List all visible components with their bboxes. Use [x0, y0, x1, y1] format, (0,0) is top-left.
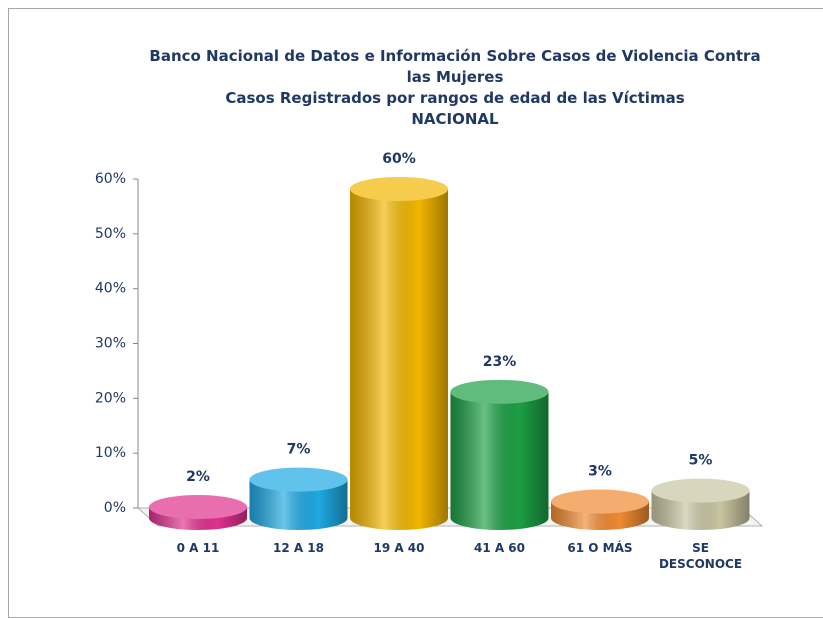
y-tick-label: 40%	[95, 281, 126, 297]
x-tick-label: 41 A 60	[473, 541, 526, 555]
bar-part	[450, 379, 549, 404]
bar-part	[249, 479, 348, 530]
data-label: 2%	[186, 469, 210, 485]
y-tick-label: 30%	[95, 336, 126, 352]
bar-part	[551, 489, 649, 514]
bar-part	[651, 478, 750, 503]
y-tick-label: 10%	[95, 445, 126, 461]
chart-title: Banco Nacional de Datos e Información So…	[140, 46, 770, 130]
bar-part	[450, 391, 549, 530]
bar-part	[249, 467, 348, 492]
bar-part	[149, 495, 247, 520]
y-tick-label: 0%	[104, 500, 126, 516]
data-label: 7%	[287, 442, 311, 458]
y-tick-label: 60%	[95, 171, 126, 187]
x-tick-label: 12 A 18	[272, 541, 325, 555]
bar-part	[350, 177, 448, 201]
title-line: Casos Registrados por rangos de edad de …	[225, 89, 685, 107]
bar	[551, 489, 649, 530]
bar	[350, 177, 448, 530]
y-tick-label: 50%	[95, 226, 126, 242]
bar	[651, 478, 750, 530]
data-label: 5%	[689, 453, 713, 469]
bar-part	[249, 467, 348, 492]
x-tick-label: 0 A 11	[176, 541, 220, 555]
bar	[149, 495, 247, 530]
bar-part	[149, 495, 247, 520]
data-label: 23%	[483, 354, 517, 370]
data-label: 3%	[588, 464, 612, 480]
title-line: Banco Nacional de Datos e Información So…	[149, 47, 761, 86]
bar-part	[350, 189, 448, 530]
y-tick-label: 20%	[95, 390, 126, 406]
x-tick-label: SE DESCONOCE	[658, 541, 743, 571]
x-tick-label: 19 A 40	[373, 541, 425, 555]
bar	[249, 467, 348, 530]
bar-part	[651, 478, 750, 503]
data-label: 60%	[382, 151, 416, 167]
bar	[450, 379, 549, 530]
title-line: NACIONAL	[411, 110, 499, 128]
x-tick-label: 61 O MÁS	[567, 541, 633, 555]
bar-part	[350, 177, 448, 201]
bar-part	[551, 489, 649, 514]
bar-part	[450, 379, 549, 404]
